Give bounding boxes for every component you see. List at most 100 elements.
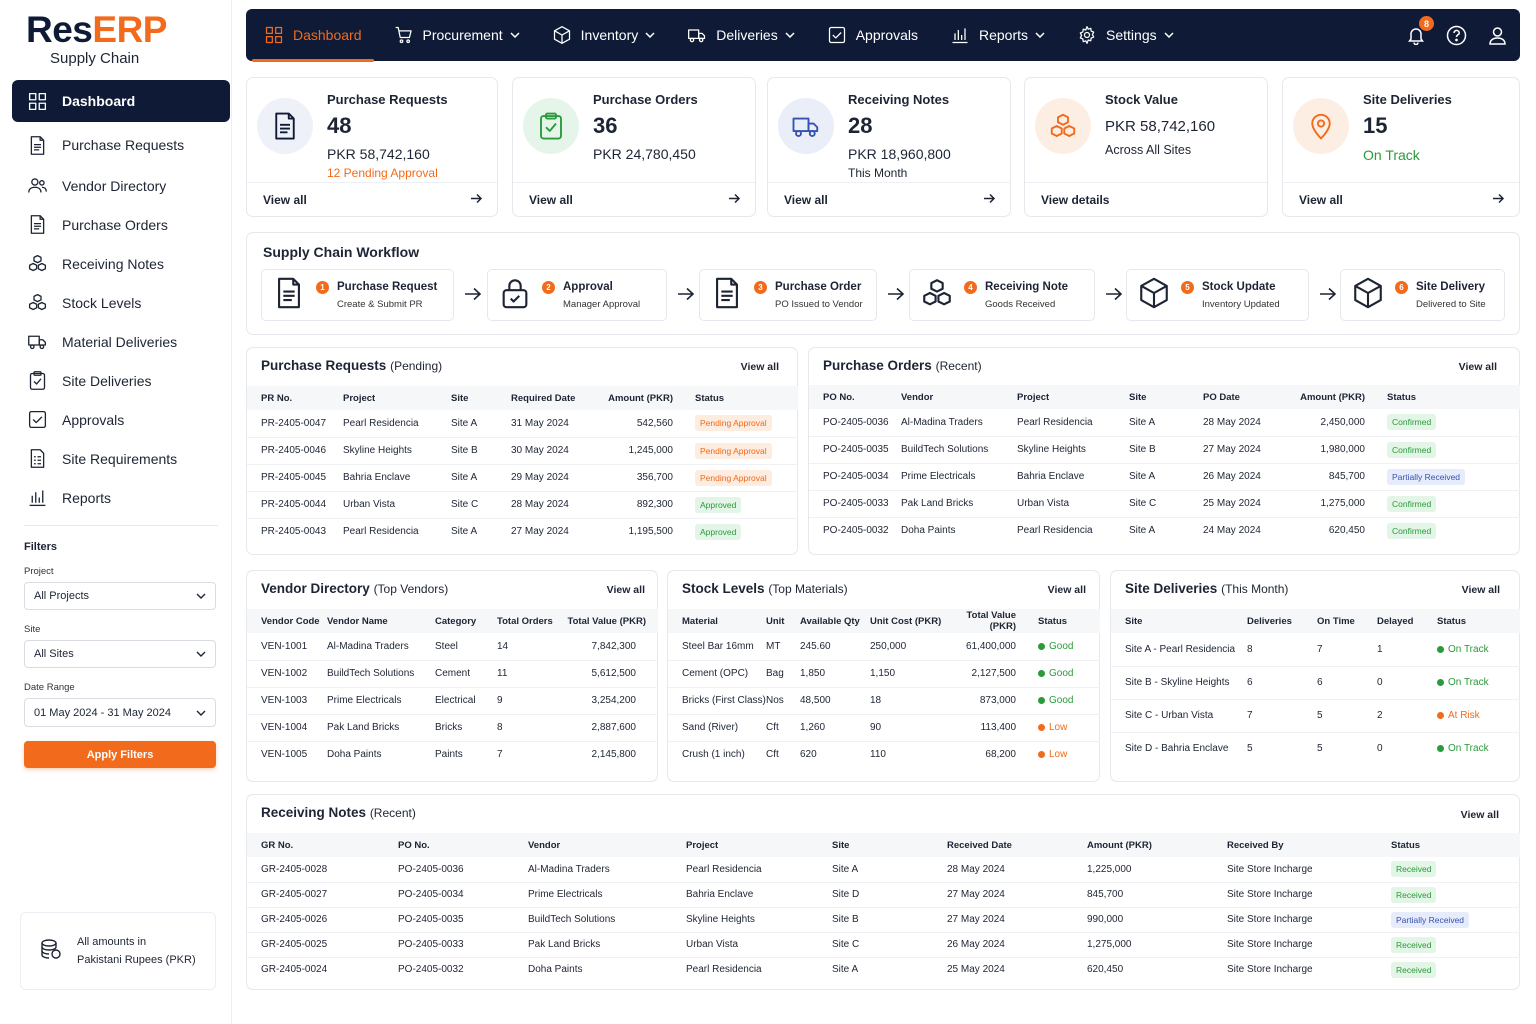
column-header[interactable]: Deliveries: [1247, 609, 1317, 633]
column-header[interactable]: GR No.: [247, 833, 398, 857]
table-row[interactable]: PO-2405-0032 Doha Paints Pearl Residencia S…: [809, 517, 1520, 544]
help-icon[interactable]: [1446, 25, 1467, 46]
workflow-step-purchase-request[interactable]: 1 Purchase Request Create & Submit PR: [261, 269, 454, 321]
column-header[interactable]: Status: [1391, 833, 1520, 857]
table-row[interactable]: VEN-1003 Prime Electricals Electrical 9 3,25…: [247, 687, 658, 715]
sidebar-item-material-deliveries[interactable]: Material Deliveries: [12, 322, 230, 361]
workflow-step-receiving-note[interactable]: 4 Receiving Note Goods Received: [909, 269, 1095, 321]
apply-filters-button[interactable]: Apply Filters: [24, 741, 216, 768]
column-header[interactable]: Project: [1017, 385, 1129, 409]
column-header[interactable]: Required Date: [511, 386, 607, 410]
column-header[interactable]: PO No.: [398, 833, 528, 857]
column-header[interactable]: Category: [435, 609, 497, 633]
stock-view-all-link[interactable]: View all: [1047, 584, 1086, 596]
vendors-view-all-link[interactable]: View all: [606, 584, 645, 596]
table-row[interactable]: PR-2405-0047 Pearl Residencia Site A 31 May…: [247, 410, 798, 438]
table-row[interactable]: Site D - Bahria Enclave 5 5 0 On Track: [1111, 732, 1520, 765]
column-header[interactable]: Total Value (PKR): [565, 609, 658, 633]
column-header[interactable]: Site: [832, 833, 947, 857]
column-header[interactable]: Received Date: [947, 833, 1087, 857]
table-row[interactable]: Cement (OPC) Bag 1,850 1,150 2,127,500 Good: [668, 660, 1100, 688]
sidebar-item-purchase-orders[interactable]: Purchase Orders: [12, 205, 230, 244]
workflow-step-approval[interactable]: 2 Approval Manager Approval: [487, 269, 667, 321]
po-view-all-link[interactable]: View all: [1458, 361, 1497, 373]
column-header[interactable]: Total Orders: [497, 609, 565, 633]
column-header[interactable]: Vendor Code: [247, 609, 327, 633]
stat-view-link[interactable]: View all: [768, 182, 1010, 216]
sidebar-item-vendor-directory[interactable]: Vendor Directory: [12, 166, 230, 205]
app-logo[interactable]: ResERP Supply Chain: [26, 11, 167, 67]
project-filter-select[interactable]: All Projects: [24, 582, 216, 610]
table-row[interactable]: PR-2405-0045 Bahria Enclave Site A 29 May 2…: [247, 464, 798, 492]
column-header[interactable]: Status: [695, 386, 798, 410]
column-header[interactable]: Site: [1129, 385, 1203, 409]
table-row[interactable]: PR-2405-0043 Pearl Residencia Site A 27 May…: [247, 518, 798, 545]
column-header[interactable]: Site: [451, 386, 511, 410]
column-header[interactable]: Material: [668, 609, 766, 633]
deliveries-view-all-link[interactable]: View all: [1461, 584, 1500, 596]
topnav-dashboard[interactable]: Dashboard: [248, 9, 378, 62]
workflow-step-purchase-order[interactable]: 3 Purchase Order PO Issued to Vendor: [699, 269, 877, 321]
table-row[interactable]: GR-2405-0027 PO-2405-0034 Prime Electrical…: [247, 882, 1520, 908]
column-header[interactable]: Unit Cost (PKR): [870, 609, 948, 633]
table-row[interactable]: Sand (River) Cft 1,260 90 113,400 Low: [668, 714, 1100, 742]
column-header[interactable]: PO Date: [1203, 385, 1295, 409]
table-row[interactable]: PO-2405-0034 Prime Electricals Bahria Encl…: [809, 463, 1520, 491]
column-header[interactable]: PR No.: [247, 386, 343, 410]
column-header[interactable]: Vendor Name: [327, 609, 435, 633]
column-header[interactable]: Total Value (PKR): [948, 609, 1038, 633]
table-row[interactable]: VEN-1005 Doha Paints Paints 7 2,145,800: [247, 741, 658, 768]
grn-view-all-link[interactable]: View all: [1460, 809, 1499, 821]
table-row[interactable]: Site A - Pearl Residencia 8 7 1 On Track: [1111, 633, 1520, 667]
column-header[interactable]: On Time: [1317, 609, 1377, 633]
topnav-deliveries[interactable]: Deliveries: [671, 9, 810, 61]
column-header[interactable]: Project: [343, 386, 451, 410]
site-filter-select[interactable]: All Sites: [24, 640, 216, 668]
table-row[interactable]: GR-2405-0026 PO-2405-0035 BuildTech Soluti…: [247, 907, 1520, 933]
table-row[interactable]: PO-2405-0036 Al-Madina Traders Pearl Resid…: [809, 409, 1520, 437]
notifications-bell-icon[interactable]: 8: [1406, 16, 1434, 45]
sidebar-item-receiving-notes[interactable]: Receiving Notes: [12, 244, 230, 283]
column-header[interactable]: Vendor: [901, 385, 1017, 409]
column-header[interactable]: Status: [1038, 609, 1100, 633]
table-row[interactable]: Steel Bar 16mm MT 245.60 250,000 61,400,000 G…: [668, 633, 1100, 661]
date-range-select[interactable]: 01 May 2024 - 31 May 2024: [24, 698, 216, 727]
column-header[interactable]: Unit: [766, 609, 800, 633]
sidebar-item-purchase-requests[interactable]: Purchase Requests: [12, 124, 230, 166]
stat-view-link[interactable]: View details: [1025, 182, 1267, 216]
sidebar-item-stock-levels[interactable]: Stock Levels: [12, 283, 230, 322]
column-header[interactable]: Delayed: [1377, 609, 1437, 633]
topnav-approvals[interactable]: Approvals: [811, 9, 934, 61]
workflow-step-site-delivery[interactable]: 6 Site Delivery Delivered to Site: [1340, 269, 1505, 321]
stat-view-link[interactable]: View all: [1283, 182, 1519, 216]
table-row[interactable]: Site C - Urban Vista 7 5 2 At Risk: [1111, 699, 1520, 733]
column-header[interactable]: Vendor: [528, 833, 686, 857]
sidebar-item-site-requirements[interactable]: Site Requirements: [12, 439, 230, 478]
pr-view-all-link[interactable]: View all: [740, 361, 779, 373]
topnav-reports[interactable]: Reports: [934, 9, 1061, 61]
column-header[interactable]: Amount (PKR): [1087, 833, 1227, 857]
column-header[interactable]: Site: [1111, 609, 1247, 633]
table-row[interactable]: Bricks (First Class) Nos 48,500 18 873,000 Go…: [668, 687, 1100, 715]
workflow-step-stock-update[interactable]: 5 Stock Update Inventory Updated: [1126, 269, 1309, 321]
topnav-inventory[interactable]: Inventory: [536, 9, 672, 61]
table-row[interactable]: GR-2405-0028 PO-2405-0036 Al-Madina Trader…: [247, 857, 1520, 883]
table-row[interactable]: PO-2405-0035 BuildTech Solutions Skyline H…: [809, 436, 1520, 464]
table-row[interactable]: VEN-1001 Al-Madina Traders Steel 14 7,842,30…: [247, 633, 658, 661]
table-row[interactable]: Site B - Skyline Heights 6 6 0 On Track: [1111, 666, 1520, 700]
column-header[interactable]: Received By: [1227, 833, 1391, 857]
sidebar-item-site-deliveries[interactable]: Site Deliveries: [12, 361, 230, 400]
column-header[interactable]: PO No.: [809, 385, 901, 409]
table-row[interactable]: PR-2405-0044 Urban Vista Site C 28 May 2024…: [247, 491, 798, 519]
sidebar-item-approvals[interactable]: Approvals: [12, 400, 230, 439]
table-row[interactable]: VEN-1004 Pak Land Bricks Bricks 8 2,887,600: [247, 714, 658, 742]
topnav-settings[interactable]: Settings: [1061, 9, 1190, 61]
column-header[interactable]: Status: [1437, 609, 1520, 633]
column-header[interactable]: Amount (PKR): [607, 386, 695, 410]
stat-view-link[interactable]: View all: [247, 182, 497, 216]
column-header[interactable]: Amount (PKR): [1295, 385, 1387, 409]
table-row[interactable]: VEN-1002 BuildTech Solutions Cement 11 5,612…: [247, 660, 658, 688]
table-row[interactable]: PO-2405-0033 Pak Land Bricks Urban Vista Si…: [809, 490, 1520, 518]
stat-view-link[interactable]: View all: [513, 182, 755, 216]
sidebar-item-dashboard[interactable]: Dashboard: [12, 80, 230, 122]
